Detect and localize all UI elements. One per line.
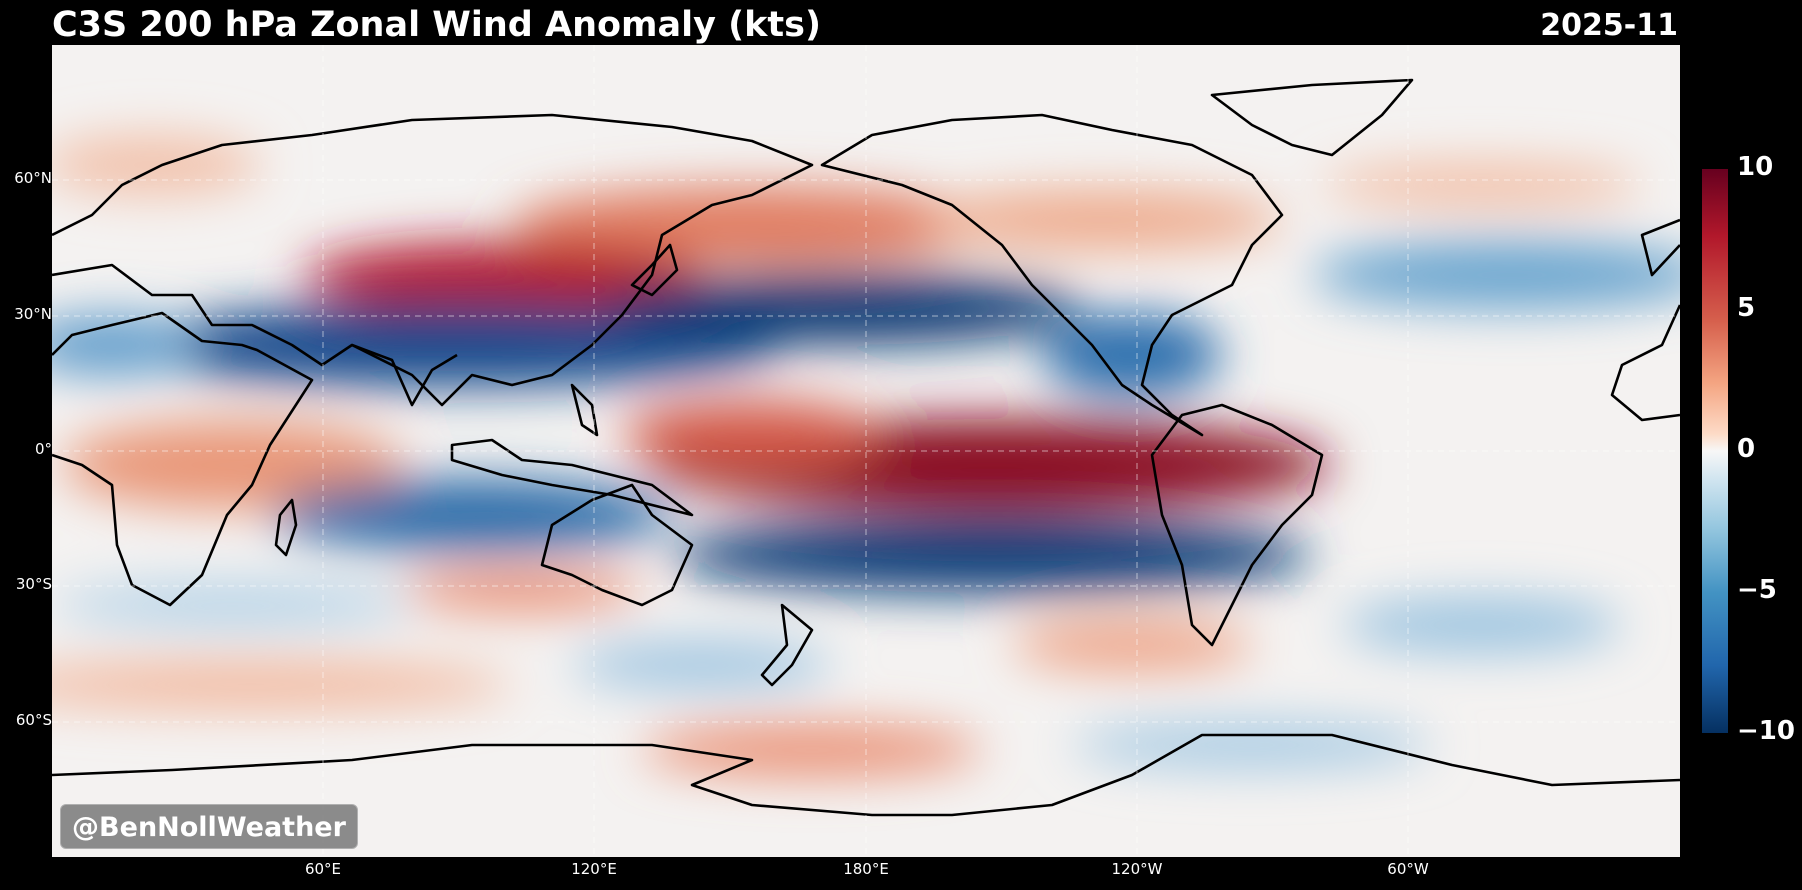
credit-watermark: @BenNollWeather: [60, 804, 358, 849]
lon-label-120w: 120°W: [1111, 860, 1163, 878]
africa-outline: [52, 311, 314, 607]
indonesia-outline: [450, 438, 694, 517]
lat-label-60s: 60°S: [15, 711, 52, 729]
colorbar-tick-0: 0: [1737, 434, 1756, 464]
lon-label-60w: 60°W: [1387, 860, 1429, 878]
lon-label-180e: 180°E: [843, 860, 889, 878]
eurasia-outline: [52, 113, 814, 407]
graticule: [52, 45, 1680, 857]
map-title: C3S 200 hPa Zonal Wind Anomaly (kts): [52, 5, 821, 45]
madagascar-outline: [274, 498, 298, 557]
west-africa-outline: [1610, 304, 1680, 422]
colorbar-tick-10: 10: [1737, 152, 1774, 182]
japan-outline: [630, 243, 679, 297]
new-zealand-outline: [760, 603, 814, 687]
lat-label-30n: 30°N: [14, 305, 52, 323]
map-date: 2025-11: [1540, 8, 1678, 43]
australia-outline: [540, 483, 694, 607]
philippines-outline: [570, 383, 599, 437]
south-america-outline: [1150, 403, 1324, 647]
colorbar-tick-5: 5: [1737, 293, 1756, 323]
antarctica-outline: [52, 733, 1680, 817]
lat-label-60n: 60°N: [14, 169, 52, 187]
colorbar-tick-neg10: −10: [1737, 716, 1795, 746]
continent-outlines: [52, 78, 1680, 817]
lon-label-120e: 120°E: [571, 860, 617, 878]
greenland-outline: [1210, 78, 1414, 157]
india-outline: [351, 343, 458, 407]
lat-label-0: 0°: [34, 440, 52, 458]
lon-label-60e: 60°E: [304, 860, 342, 878]
lat-label-30s: 30°S: [15, 575, 52, 593]
colorbar: [1702, 169, 1728, 733]
anomaly-map: [52, 45, 1680, 857]
colorbar-tick-neg5: −5: [1737, 575, 1777, 605]
europe-edge-outline: [1640, 218, 1680, 277]
north-america-outline: [820, 113, 1284, 437]
